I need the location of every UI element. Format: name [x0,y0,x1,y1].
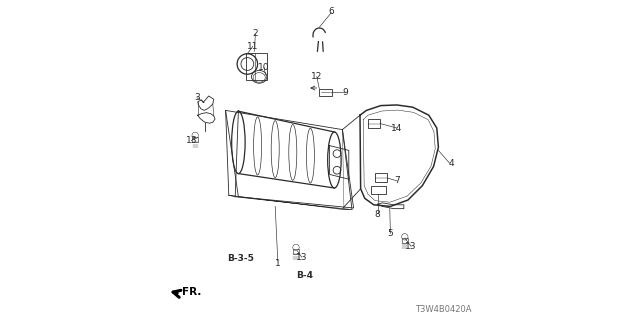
Bar [368,119,380,128]
Text: 4: 4 [449,159,454,168]
Text: 6: 6 [328,7,334,16]
Text: 12: 12 [311,72,323,81]
Text: FR.: FR. [182,287,201,297]
Text: B-4: B-4 [296,271,313,280]
Text: 2: 2 [253,29,258,38]
Text: 10: 10 [259,63,269,72]
Text: 5: 5 [388,229,393,238]
Text: 14: 14 [391,124,403,132]
Text: 9: 9 [343,88,348,97]
Text: 7: 7 [394,176,399,185]
Bar [246,53,267,80]
Text: 8: 8 [375,210,380,219]
Text: B-3-5: B-3-5 [227,254,254,263]
Text: T3W4B0420A: T3W4B0420A [415,305,472,314]
Bar [192,137,198,142]
Bar [371,186,386,194]
Bar [292,249,299,254]
Text: 13: 13 [186,136,197,145]
Bar [402,238,408,243]
Text: 11: 11 [247,42,259,51]
Text: 3: 3 [194,93,200,102]
Text: 13: 13 [406,242,417,251]
Bar [375,173,387,182]
Text: 1: 1 [275,260,280,268]
Text: 13: 13 [296,253,307,262]
Bar [319,89,332,96]
